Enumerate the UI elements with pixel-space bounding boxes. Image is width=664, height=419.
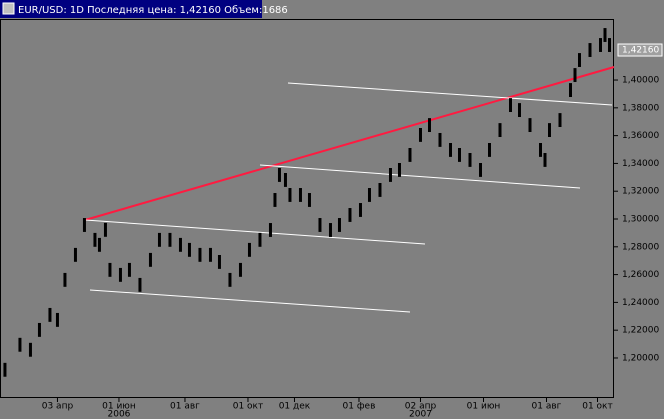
x-tick-label: 01 авг — [532, 402, 562, 412]
x-tick-label: 01 окт — [582, 402, 613, 412]
x-tick-label: 02 апр — [405, 402, 437, 412]
y-tick-label: 1,32000 — [622, 187, 659, 197]
last-price-label: 1,42160 — [622, 46, 659, 56]
channel-line — [287, 82, 613, 106]
y-tick-label: 1,36000 — [622, 131, 659, 141]
x-tick-label: 01 фев — [343, 402, 376, 412]
y-tick-label: 1,24000 — [622, 298, 659, 308]
y-tick-label: 1,20000 — [622, 353, 659, 363]
y-tick-label: 1,34000 — [622, 159, 659, 169]
y-tick-label: 1,30000 — [622, 215, 659, 225]
x-tick-label: 01 авг — [170, 402, 200, 412]
channel-line — [89, 289, 411, 313]
x-tick-label: 01 июн — [467, 402, 501, 412]
y-tick-label: 1,28000 — [622, 242, 659, 252]
x-tick-label: 01 дек — [279, 402, 311, 412]
x-year-label: 2006 — [108, 410, 131, 419]
x-year-label: 2007 — [409, 410, 432, 419]
channel-line — [259, 164, 581, 189]
x-tick-label: 01 июн — [102, 402, 136, 412]
y-tick-label: 1,26000 — [622, 270, 659, 280]
x-tick-label: 03 апр — [42, 402, 74, 412]
plot-frame — [0, 19, 614, 398]
y-tick-label: 1,40000 — [622, 76, 659, 86]
y-tick-label: 1,22000 — [622, 326, 659, 336]
y-tick-label: 1,38000 — [622, 103, 659, 113]
channel-line — [84, 219, 426, 245]
header-icon[interactable] — [2, 2, 15, 15]
trend-line — [84, 66, 615, 221]
chart-title: EUR/USD: 1D Последняя цена: 1,42160 Объе… — [18, 5, 288, 16]
x-tick-label: 01 окт — [233, 402, 264, 412]
header-box — [0, 0, 262, 18]
last-price-box — [617, 43, 663, 57]
